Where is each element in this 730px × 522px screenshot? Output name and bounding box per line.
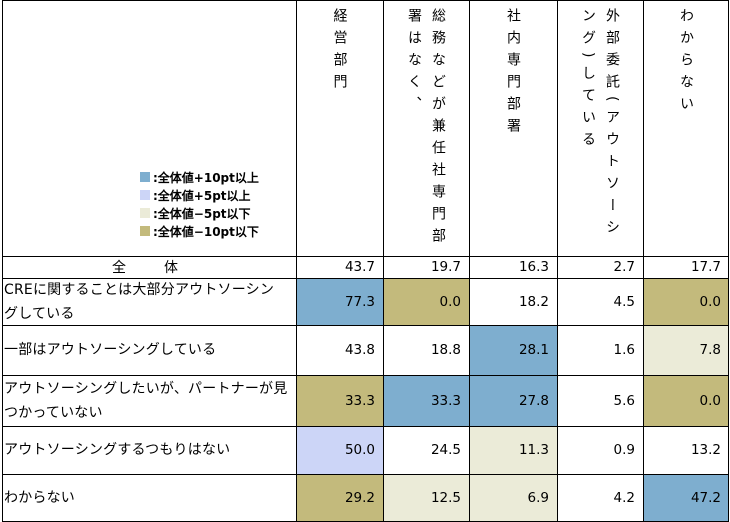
- legend-label: :全体値+10pt以上: [153, 170, 259, 185]
- legend-swatch: [140, 172, 150, 182]
- table-cell-value: 12.5: [430, 490, 461, 506]
- table-cell-value: 28.1: [518, 342, 549, 358]
- grid-line: [469, 0, 470, 522]
- table-cell-value: 33.3: [430, 392, 461, 409]
- table-cell-value: 18.2: [518, 293, 549, 310]
- grid-line: [2, 0, 729, 1]
- column-header: 経営部門: [296, 0, 383, 256]
- row-label: CREに関することは大部分アウトソーシングしている: [4, 281, 275, 322]
- legend-item-plus5: :全体値+5pt以上: [140, 186, 259, 204]
- table-cell-value: 47.2: [690, 490, 721, 506]
- total-value: 17.7: [690, 259, 721, 275]
- table-cell-value: 33.3: [344, 392, 375, 409]
- total-value: 16.3: [518, 259, 549, 275]
- grid-line: [643, 0, 644, 522]
- cell-fill: [383, 375, 469, 426]
- legend-item-plus10: :全体値+10pt以上: [140, 168, 259, 186]
- cell-fill: [469, 426, 557, 474]
- table-cell-value: 27.8: [518, 392, 549, 409]
- table-cell-value: 7.8: [699, 342, 721, 358]
- legend-swatch: [140, 226, 150, 236]
- table-cell-value: 43.8: [344, 342, 375, 358]
- legend-label: :全体値−10pt以下: [153, 224, 259, 239]
- table-cell-value: 13.2: [690, 442, 721, 458]
- cell-fill: [296, 278, 383, 325]
- total-value: 19.7: [430, 259, 461, 275]
- legend-label: :全体値−5pt以下: [153, 206, 251, 221]
- cell-fill: [643, 474, 729, 522]
- column-header: 社内専門部署: [469, 0, 557, 256]
- grid-line: [2, 375, 729, 376]
- legend-swatch: [140, 190, 150, 200]
- row-label: アウトソーシングするつもりはない: [4, 442, 231, 458]
- row-label: アウトソーシングしたいが、パートナーが見つかっていない: [4, 380, 288, 421]
- grid-line: [2, 325, 729, 326]
- cell-fill: [296, 375, 383, 426]
- grid-line: [383, 0, 384, 522]
- column-header-label: わからない: [678, 8, 694, 118]
- table-cell-value: 0.9: [613, 442, 635, 458]
- grid-line: [2, 278, 729, 279]
- table-cell-value: 0.0: [699, 293, 721, 310]
- cell-fill: [296, 426, 383, 474]
- cell-fill: [643, 278, 729, 325]
- total-value: 2.7: [613, 259, 635, 275]
- table-cell-value: 18.8: [430, 342, 461, 358]
- legend-label: :全体値+5pt以上: [153, 188, 251, 203]
- table-cell-value: 0.0: [439, 293, 461, 310]
- row-label: わからない: [4, 490, 75, 506]
- cell-fill: [469, 474, 557, 522]
- column-header: 総務などが兼任社専門部署はなく、: [383, 0, 469, 256]
- column-header-label: 経営部門: [331, 8, 348, 96]
- table-cell-value: 50.0: [344, 442, 375, 458]
- cell-fill: [383, 474, 469, 522]
- legend-item-minus5: :全体値−5pt以下: [140, 204, 259, 222]
- cell-fill: [383, 278, 469, 325]
- cell-fill: [643, 375, 729, 426]
- legend-item-minus10: :全体値−10pt以下: [140, 222, 259, 240]
- table-cell-value: 4.2: [613, 490, 635, 506]
- total-value: 43.7: [344, 259, 375, 275]
- table-cell-value: 4.5: [613, 293, 635, 310]
- column-header: 外部委託(アウトソーシング)している: [557, 0, 643, 256]
- table-cell-value: 29.2: [344, 490, 375, 506]
- grid-line: [2, 0, 3, 522]
- table-cell-value: 77.3: [344, 293, 375, 310]
- table-cell-value: 1.6: [613, 342, 635, 358]
- grid-line: [2, 256, 729, 257]
- cell-fill: [469, 375, 557, 426]
- legend: :全体値+10pt以上 :全体値+5pt以上 :全体値−5pt以下 :全体値−1…: [140, 168, 259, 240]
- table-cell-value: 0.0: [699, 392, 721, 409]
- total-row-label: 全体: [112, 260, 216, 276]
- grid-line: [557, 0, 558, 522]
- grid-line: [2, 474, 729, 475]
- column-header-label: 外部委託(アウトソーシング)している: [580, 8, 620, 242]
- table-cell-value: 24.5: [430, 442, 461, 458]
- column-header-label: 総務などが兼任社専門部署はなく、: [406, 8, 446, 250]
- legend-swatch: [140, 208, 150, 218]
- grid-line: [296, 0, 297, 522]
- column-header-label: 社内専門部署: [505, 8, 521, 140]
- cell-fill: [296, 474, 383, 522]
- table-cell-value: 11.3: [518, 442, 549, 458]
- grid-line: [728, 0, 729, 522]
- row-label: 一部はアウトソーシングしている: [4, 342, 217, 358]
- table-cell-value: 6.9: [527, 490, 549, 506]
- cell-fill: [469, 325, 557, 375]
- column-header: わからない: [643, 0, 729, 256]
- table-cell-value: 5.6: [613, 392, 635, 409]
- cell-fill: [643, 325, 729, 375]
- grid-line: [2, 426, 729, 427]
